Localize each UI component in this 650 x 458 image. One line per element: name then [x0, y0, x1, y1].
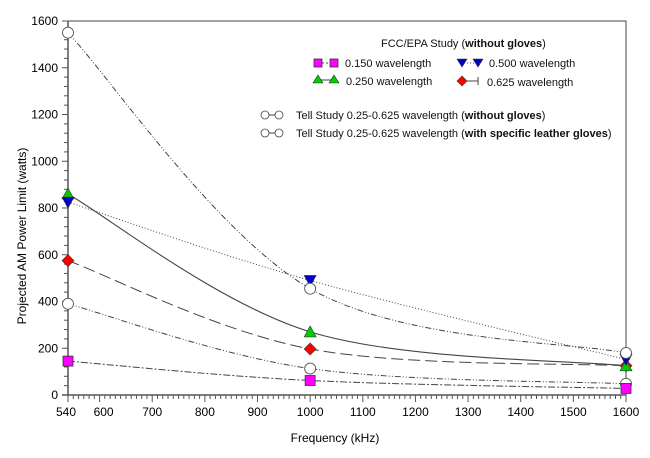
y-tick-label: 200	[38, 341, 58, 355]
circle-marker-icon	[260, 128, 270, 138]
legend-item-0250: 0.250 wavelength	[312, 74, 432, 88]
legend-group-title: FCC/EPA Study (without gloves)	[381, 38, 546, 50]
square-marker-icon	[329, 58, 339, 68]
legend-item-0150: 0.150 wavelength	[313, 58, 431, 70]
circle-marker-icon	[274, 110, 284, 120]
series-line-s625	[67, 260, 627, 367]
legend-label: Tell Study 0.25-0.625 wavelength (withou…	[296, 110, 545, 122]
x-tick-label: 800	[195, 405, 215, 419]
series-line-s150	[67, 360, 627, 389]
diamond-marker-icon	[456, 75, 468, 87]
legend-item-tell-without-gloves: Tell Study 0.25-0.625 wavelength (withou…	[260, 110, 545, 122]
triangle-down-marker-icon	[472, 58, 484, 68]
x-tick-label: 900	[247, 405, 267, 419]
x-axis: 540 600 700 800 900 1000 1100 1200 1300 1400 1500 1…	[56, 394, 640, 419]
triangle-up-marker-icon	[312, 74, 324, 84]
x-tick-label: 540	[56, 405, 76, 419]
x-tick-label: 1000	[297, 405, 324, 419]
x-tick-label: 1500	[560, 405, 587, 419]
y-axis-title: Projected AM Power Limit (watts)	[15, 148, 29, 325]
legend-item-0625: 0.625 wavelength	[456, 75, 573, 89]
x-tick-label: 1100	[350, 405, 376, 419]
x-tick-label: 1200	[402, 405, 429, 419]
legend-item-tell-with-gloves: Tell Study 0.25-0.625 wavelength (with s…	[260, 128, 612, 140]
series-line-tell1	[67, 303, 627, 385]
plot-border	[68, 20, 627, 395]
square-marker-icon	[313, 58, 323, 68]
series-line-s500	[67, 201, 627, 360]
legend-item-0500: 0.500 wavelength	[456, 58, 575, 70]
y-axis: 0 200 400 600 800 1000 1200 1400 1600	[31, 14, 69, 402]
legend-label: Tell Study 0.25-0.625 wavelength (with s…	[296, 128, 612, 140]
x-tick-label: 700	[142, 405, 162, 419]
data-point-s250	[303, 325, 317, 338]
data-point-tell2	[620, 346, 632, 359]
data-point-s500	[303, 275, 317, 288]
y-tick-label: 600	[38, 248, 58, 262]
legend: FCC/EPA Study (without gloves) 0.150 wav…	[260, 38, 612, 140]
triangle-down-marker-icon	[456, 58, 468, 68]
y-tick-label: 1400	[31, 61, 58, 75]
data-point-tell2	[62, 26, 74, 39]
series-markers	[61, 26, 633, 394]
data-point-s150	[304, 375, 316, 386]
data-point-s625	[61, 254, 75, 268]
x-tick-label: 1600	[613, 405, 640, 419]
x-axis-title: Frequency (kHz)	[291, 431, 380, 445]
circle-marker-icon	[274, 128, 284, 138]
y-tick-label: 1000	[31, 154, 58, 168]
data-point-s500	[61, 196, 75, 209]
legend-label: 0.150 wavelength	[345, 58, 431, 70]
data-point-s150	[620, 383, 632, 394]
x-tick-label: 1400	[507, 405, 534, 419]
data-point-tell1	[304, 362, 317, 375]
y-tick-label: 800	[38, 201, 58, 215]
legend-label: 0.500 wavelength	[489, 58, 575, 70]
y-tick-label: 1200	[31, 108, 58, 122]
series-line-s250	[67, 193, 627, 367]
data-point-tell2	[304, 282, 317, 295]
triangle-up-marker-icon	[328, 74, 340, 84]
data-point-tell1	[62, 297, 74, 310]
data-point-s625	[303, 342, 317, 356]
circle-marker-icon	[260, 110, 270, 120]
x-tick-label: 600	[94, 405, 114, 419]
y-tick-label: 400	[38, 295, 58, 309]
x-tick-label: 1300	[455, 405, 482, 419]
legend-label: 0.625 wavelength	[487, 77, 573, 89]
legend-label: 0.250 wavelength	[346, 76, 432, 88]
y-tick-label: 1600	[31, 14, 58, 28]
data-point-s150	[62, 355, 74, 367]
y-tick-label: 0	[51, 388, 58, 402]
plot-frame	[68, 20, 627, 395]
